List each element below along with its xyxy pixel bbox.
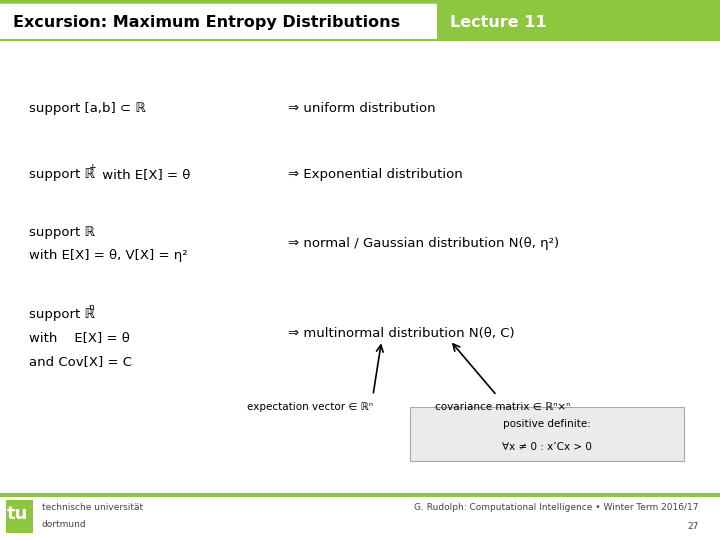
Text: Excursion: Maximum Entropy Distributions: Excursion: Maximum Entropy Distributions [13, 15, 400, 30]
Text: ⇒ uniform distribution: ⇒ uniform distribution [288, 103, 436, 116]
Text: support ℝ: support ℝ [29, 308, 95, 321]
Bar [437, 0, 720, 39]
Text: with E[X] = θ, V[X] = η²: with E[X] = θ, V[X] = η² [29, 249, 187, 262]
Bar [410, 407, 684, 461]
Text: with E[X] = θ: with E[X] = θ [98, 168, 190, 181]
Text: support ℝ: support ℝ [29, 168, 95, 181]
Bar [0, 0, 437, 39]
Text: positive definite:: positive definite: [503, 418, 591, 429]
Text: dortmund: dortmund [42, 519, 86, 529]
Text: covariance matrix ∈ ℝⁿ×ⁿ: covariance matrix ∈ ℝⁿ×ⁿ [435, 402, 570, 412]
Text: ⇒ Exponential distribution: ⇒ Exponential distribution [288, 168, 463, 181]
Text: ⇒ multinormal distribution N(θ, C): ⇒ multinormal distribution N(θ, C) [288, 327, 515, 340]
Bar [6, 500, 33, 532]
Text: +: + [88, 163, 96, 172]
Text: Lecture 11: Lecture 11 [450, 15, 546, 30]
Text: technische universität: technische universität [42, 503, 143, 512]
Text: ∀x ≠ 0 : x’Cx > 0: ∀x ≠ 0 : x’Cx > 0 [503, 442, 592, 453]
Text: tu: tu [7, 505, 29, 523]
Text: ⇒ normal / Gaussian distribution N(θ, η²): ⇒ normal / Gaussian distribution N(θ, η²… [288, 238, 559, 251]
Text: support ℝ: support ℝ [29, 226, 95, 239]
Text: and Cov[X] = C: and Cov[X] = C [29, 355, 132, 368]
Text: G. Rudolph: Computational Intelligence • Winter Term 2016/17: G. Rudolph: Computational Intelligence •… [414, 503, 698, 512]
Text: n: n [88, 302, 94, 312]
Text: with    E[X] = θ: with E[X] = θ [29, 331, 130, 344]
Text: 27: 27 [687, 522, 698, 531]
Text: expectation vector ∈ ℝⁿ: expectation vector ∈ ℝⁿ [246, 402, 373, 412]
Text: support [a,b] ⊂ ℝ: support [a,b] ⊂ ℝ [29, 103, 145, 116]
